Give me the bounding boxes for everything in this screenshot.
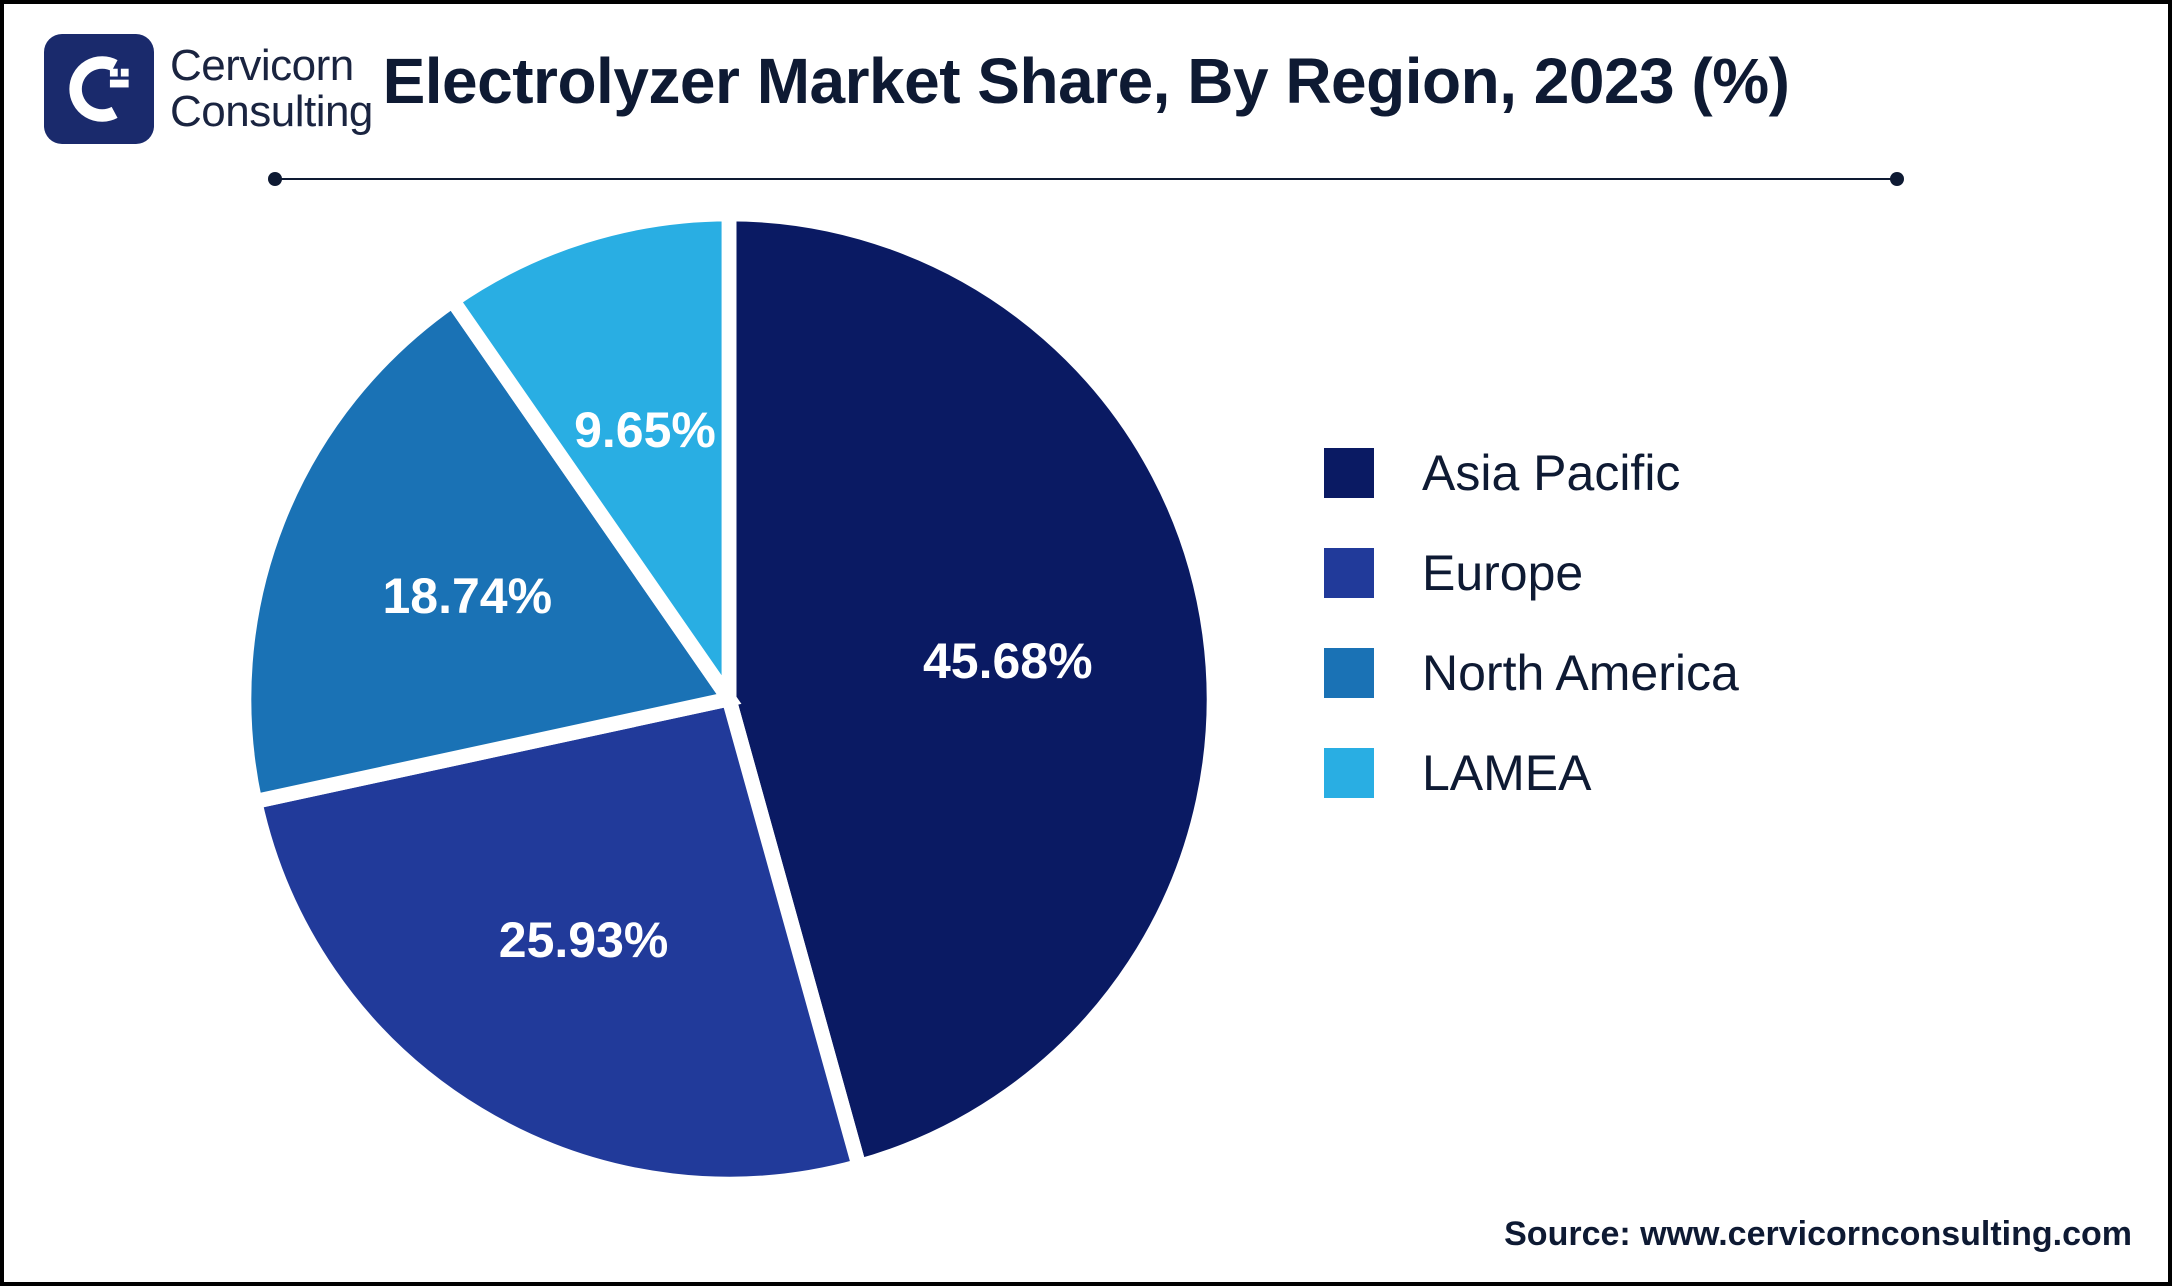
- source-text: Source: www.cervicornconsulting.com: [1504, 1215, 2132, 1254]
- title-divider: [274, 172, 1898, 186]
- chart-title: Electrolyzer Market Share, By Region, 20…: [4, 44, 2168, 118]
- legend-item: North America: [1324, 644, 1739, 702]
- legend-item: LAMEA: [1324, 744, 1739, 802]
- slice-value-label: 18.74%: [382, 567, 552, 625]
- legend: Asia Pacific Europe North America LAMEA: [1324, 444, 1739, 802]
- chart-frame: Cervicorn Consulting Electrolyzer Market…: [0, 0, 2172, 1286]
- slice-value-label: 45.68%: [923, 632, 1093, 690]
- slice-value-label: 9.65%: [574, 401, 716, 459]
- legend-label: Europe: [1422, 544, 1583, 602]
- pie-svg: [234, 204, 1224, 1194]
- legend-item: Asia Pacific: [1324, 444, 1739, 502]
- legend-swatch-icon: [1324, 448, 1374, 498]
- legend-swatch-icon: [1324, 648, 1374, 698]
- slice-value-label: 25.93%: [499, 911, 669, 969]
- legend-label: North America: [1422, 644, 1739, 702]
- legend-swatch-icon: [1324, 548, 1374, 598]
- legend-swatch-icon: [1324, 748, 1374, 798]
- pie-chart: 45.68% 25.93% 18.74% 9.65%: [234, 204, 1224, 1194]
- legend-item: Europe: [1324, 544, 1739, 602]
- legend-label: LAMEA: [1422, 744, 1592, 802]
- legend-label: Asia Pacific: [1422, 444, 1680, 502]
